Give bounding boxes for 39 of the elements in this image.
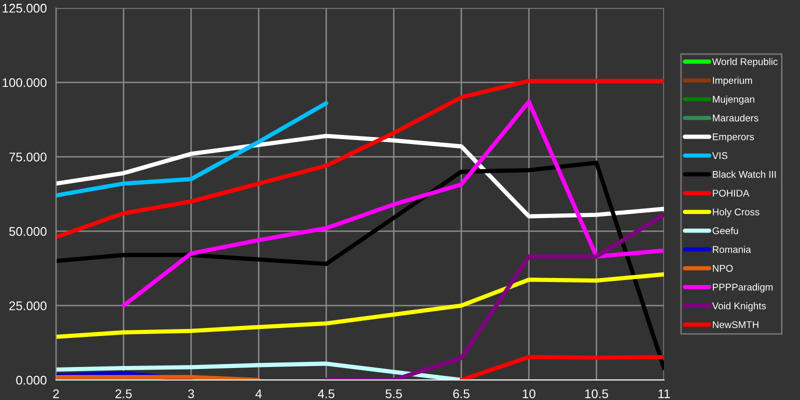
x-tick-label: 2.5 [115, 389, 132, 398]
legend-label: VIS [712, 152, 728, 160]
y-tick-label: 100.000 [2, 78, 46, 88]
x-tick-label: 10 [522, 389, 536, 398]
legend-label: Geefu [712, 227, 738, 234]
line-series [56, 134, 664, 218]
y-tick-label: 0.000 [16, 376, 46, 385]
legend-label: Imperium [713, 76, 752, 86]
legend-label: Romania [712, 246, 752, 253]
x-tick-label: 4.5 [318, 389, 334, 398]
legend-label: Mujengan [712, 96, 754, 105]
legend-label: World Republic [712, 58, 778, 68]
legend-label: Emperors [712, 133, 754, 142]
x-tick-label: 6.5 [453, 389, 470, 398]
line-series [56, 101, 328, 198]
x-tick-label: 2 [53, 389, 59, 398]
x-tick-label: 3 [188, 389, 194, 398]
line-series [56, 78, 664, 240]
legend-label: Black Watch III [712, 170, 776, 178]
y-tick-label: 75.000 [9, 152, 46, 162]
line-series [56, 362, 464, 380]
y-tick-label: 25.000 [9, 301, 46, 310]
legend-label: NewSMTH [712, 321, 758, 328]
legend-label: Holy Cross [712, 208, 760, 218]
x-tick-label: 11 [658, 389, 670, 398]
legend-label: Marauders [712, 114, 758, 122]
y-tick-label: 125.000 [2, 4, 46, 13]
line-series [56, 160, 664, 370]
line-series [324, 212, 664, 380]
line-series [121, 100, 664, 308]
legend-label: NPO [712, 264, 733, 272]
x-tick-label: 10.5 [585, 389, 608, 398]
legend-label: POHIDA [712, 190, 750, 197]
legend-label: Void Knights [712, 302, 766, 312]
x-tick-label: 4 [255, 389, 262, 398]
x-tick-label: 5.5 [386, 389, 402, 398]
y-tick-label: 50.000 [9, 227, 46, 236]
legend-label: PPPParadigm [712, 283, 773, 292]
line-series [56, 272, 664, 339]
